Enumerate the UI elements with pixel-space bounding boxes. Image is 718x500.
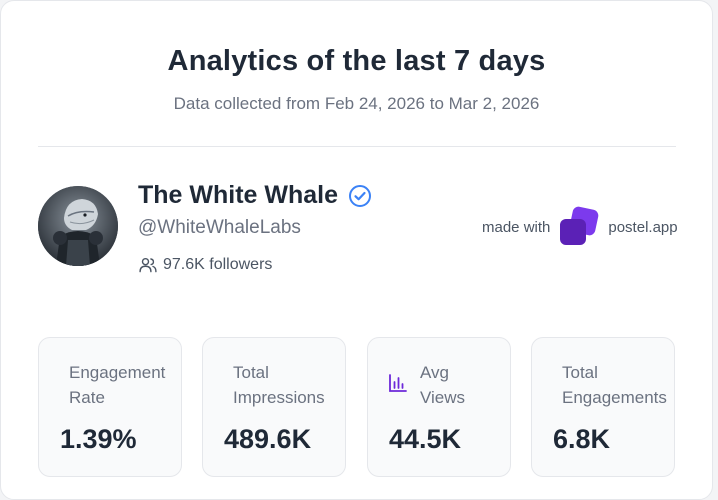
profile-handle[interactable]: @WhiteWhaleLabs [138, 217, 301, 238]
verified-check-icon [349, 184, 371, 207]
stat-card-engagement-rate: Engagement Rate 1.39% [38, 337, 182, 477]
stat-label: Total Engagements [562, 360, 672, 410]
avatar[interactable] [38, 186, 118, 266]
stat-card-total-impressions: Total Impressions 489.6K [202, 337, 346, 477]
stat-label-line2: Views [420, 388, 466, 407]
stat-label-line2: Impressions [233, 388, 325, 407]
stat-label-line1: Avg [420, 363, 449, 382]
stat-label: Avg Views [420, 360, 530, 410]
made-with-badge[interactable]: made with postel.app [482, 206, 678, 248]
postel-app-link[interactable]: postel.app [608, 218, 678, 236]
stat-label-line1: Total [562, 363, 598, 382]
stat-value: 489.6K [224, 424, 312, 454]
stat-label-line2: Engagements [562, 388, 667, 407]
stat-label: Engagement Rate [69, 360, 179, 410]
stat-label-line1: Total [233, 363, 269, 382]
made-with-text: made with [482, 218, 551, 236]
profile-name-row: The White Whale [138, 181, 372, 210]
users-icon [139, 257, 157, 273]
bar-chart-icon [389, 374, 407, 392]
avatar-image [38, 186, 118, 266]
followers-count: 97.6K followers [138, 255, 272, 275]
date-range-subtitle: Data collected from Feb 24, 2026 to Mar … [173, 94, 540, 113]
stat-card-total-engagements: Total Engagements 6.8K [531, 337, 675, 477]
stat-value: 44.5K [389, 424, 462, 454]
profile-name[interactable]: The White Whale [138, 181, 338, 209]
followers-label: 97.6K followers [163, 256, 273, 273]
stat-card-avg-views: Avg Views 44.5K [367, 337, 511, 477]
page-title: Analytics of the last 7 days [167, 45, 546, 77]
stat-label-line2: Rate [69, 388, 105, 407]
stat-label: Total Impressions [233, 360, 343, 410]
postel-logo-icon [560, 206, 599, 245]
stat-value: 6.8K [553, 424, 611, 454]
divider [38, 146, 676, 147]
stat-label-line1: Engagement [69, 363, 166, 382]
stat-value: 1.39% [60, 424, 137, 454]
